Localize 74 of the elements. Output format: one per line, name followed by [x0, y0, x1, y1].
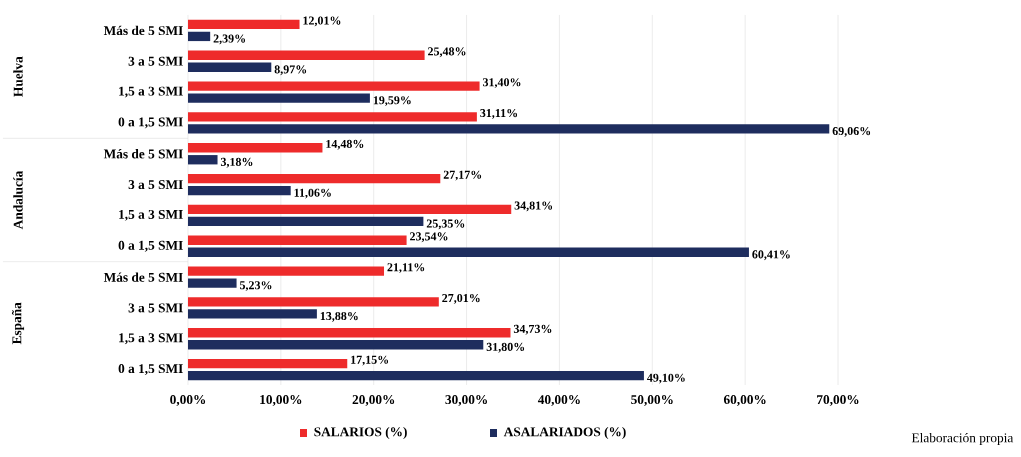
data-label: 27,17%: [443, 170, 482, 181]
data-label: 49,10%: [647, 373, 685, 384]
bar: [188, 31, 211, 42]
y-tick-label: 3 a 5 SMI: [128, 180, 183, 190]
bar: [188, 278, 237, 288]
data-label: 27,01%: [442, 293, 480, 304]
bar: [188, 297, 439, 307]
x-tick-label: 10,00%: [260, 395, 302, 406]
data-label: 31,40%: [482, 78, 521, 89]
data-label: 3,18%: [220, 157, 253, 168]
data-label: 69,06%: [832, 126, 871, 137]
bar: [188, 155, 218, 165]
bar: [188, 112, 477, 122]
x-tick-label: 30,00%: [445, 395, 487, 406]
x-tick-label: 70,00%: [817, 395, 859, 406]
bar: [188, 19, 300, 30]
data-label: 5,23%: [239, 281, 272, 292]
bar: [188, 328, 511, 338]
legend-label: ASALARIADOS (%): [503, 426, 626, 440]
data-label: 34,81%: [514, 201, 553, 212]
bar: [188, 81, 480, 91]
bar: [188, 309, 317, 319]
y-tick-label: 3 a 5 SMI: [128, 303, 183, 313]
y-tick-label: Más de 5 SMI: [103, 272, 183, 282]
data-label: 34,73%: [513, 324, 552, 335]
data-label: 23,54%: [410, 232, 448, 243]
data-label: 31,80%: [486, 342, 525, 353]
text: España: [11, 302, 25, 345]
x-tick-label: 50,00%: [631, 395, 673, 406]
x-tick-label: 60,00%: [723, 395, 766, 406]
bar: [188, 124, 830, 134]
data-label: 60,41%: [752, 250, 790, 261]
y-tick-label: 1,5 a 3 SMI: [119, 209, 183, 221]
text: Huelva: [13, 56, 23, 97]
bar: [188, 204, 512, 215]
bar: [188, 185, 291, 196]
data-label: 11,06%: [294, 188, 331, 199]
bar: [188, 247, 749, 257]
y-tick-label: 1,5 a 3 SMI: [119, 86, 183, 98]
bar: [188, 93, 370, 103]
bar: [188, 340, 484, 350]
data-label: 25,48%: [428, 47, 466, 58]
text: Elaboración propia: [911, 432, 1014, 446]
y-tick-label: 0 a 1,5 SMI: [118, 364, 183, 376]
data-label: 31,11%: [480, 108, 518, 119]
data-label: 8,97%: [274, 65, 307, 76]
bar: [188, 62, 272, 72]
data-label: 12,01%: [303, 16, 341, 27]
y-tick-label: 1,5 a 3 SMI: [119, 333, 183, 345]
y-tick-label: 0 a 1,5 SMI: [118, 240, 183, 252]
x-tick-label: 40,00%: [537, 395, 580, 406]
bar: [188, 216, 424, 227]
bar: [188, 143, 323, 153]
bar: [188, 50, 425, 60]
data-label: 2,39%: [213, 34, 245, 45]
bar: [188, 370, 644, 381]
bar: [188, 358, 348, 369]
x-tick-label: 0,00%: [170, 395, 206, 406]
data-label: 19,59%: [373, 96, 411, 107]
data-label: 17,15%: [351, 355, 389, 366]
text: Andalucía: [13, 170, 23, 230]
legend-label: SALARIOS (%): [314, 426, 407, 440]
data-label: 14,48%: [326, 139, 364, 150]
data-label: 13,88%: [320, 311, 358, 322]
data-label: 21,11%: [387, 263, 425, 274]
bar: [188, 235, 407, 245]
y-tick-label: Más de 5 SMI: [103, 25, 183, 36]
y-tick-label: 0 a 1,5 SMI: [118, 117, 183, 129]
bar: [188, 266, 385, 276]
y-tick-label: Más de 5 SMI: [103, 149, 183, 159]
bar: [188, 173, 441, 184]
data-label: 25,35%: [426, 219, 465, 230]
x-tick-label: 20,00%: [352, 395, 395, 406]
y-tick-label: 3 a 5 SMI: [128, 56, 183, 66]
